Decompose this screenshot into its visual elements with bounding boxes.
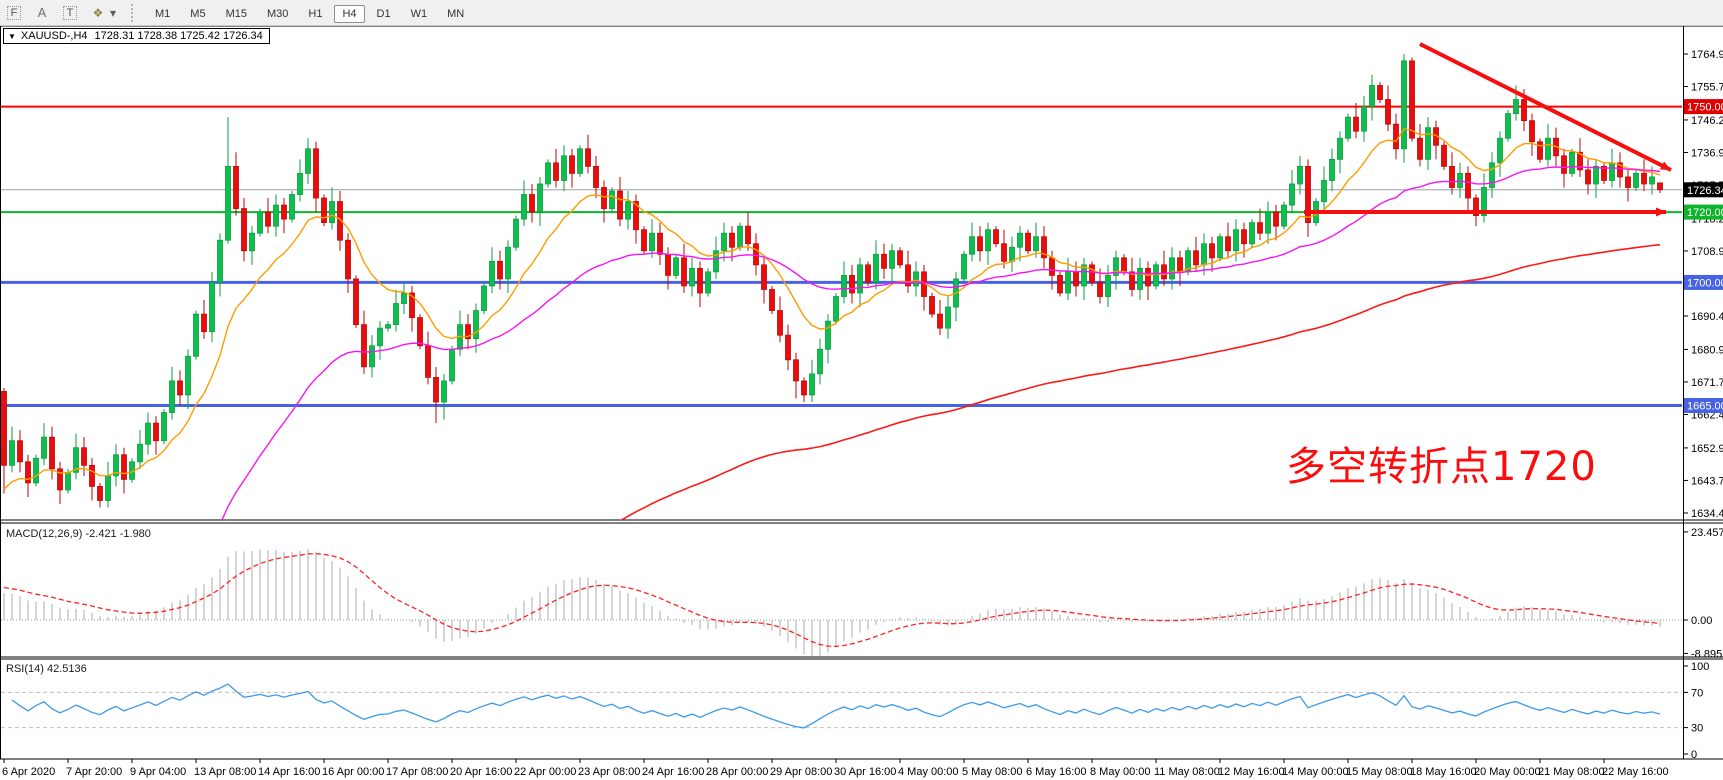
svg-text:29 Apr 08:00: 29 Apr 08:00 <box>770 766 832 778</box>
svg-text:6 Apr 2020: 6 Apr 2020 <box>2 766 55 778</box>
svg-text:1750.00: 1750.00 <box>1687 102 1723 114</box>
text-box-icon[interactable]: T <box>59 3 81 22</box>
grid-f-icon[interactable]: F <box>3 3 25 22</box>
timeframe-button-m5[interactable]: M5 <box>190 7 206 20</box>
svg-text:0: 0 <box>1691 749 1697 761</box>
timeframe-button-m1[interactable]: M1 <box>155 7 171 20</box>
svg-text:1764.95: 1764.95 <box>1691 49 1723 61</box>
svg-text:1652.95: 1652.95 <box>1691 443 1723 455</box>
svg-text:18 May 16:00: 18 May 16:00 <box>1410 766 1477 778</box>
svg-text:15 May 08:00: 15 May 08:00 <box>1346 766 1413 778</box>
timeframe-button-h4[interactable]: H4 <box>334 4 365 23</box>
svg-text:1708.95: 1708.95 <box>1691 246 1723 258</box>
svg-text:13 Apr 08:00: 13 Apr 08:00 <box>194 766 256 778</box>
timeframe-button-mn[interactable]: MN <box>447 7 465 20</box>
svg-text:20 May 00:00: 20 May 00:00 <box>1474 766 1541 778</box>
svg-text:21 May 08:00: 21 May 08:00 <box>1538 766 1605 778</box>
svg-text:24 Apr 16:00: 24 Apr 16:00 <box>642 766 704 778</box>
svg-text:1634.45: 1634.45 <box>1691 508 1723 520</box>
svg-text:22 Apr 00:00: 22 Apr 00:00 <box>514 766 576 778</box>
svg-text:7 Apr 20:00: 7 Apr 20:00 <box>66 766 122 778</box>
svg-text:1680.95: 1680.95 <box>1691 344 1723 356</box>
chart-area[interactable]: 1764.951755.701746.201736.951727.701718.… <box>0 26 1723 780</box>
toolbar-separator <box>131 3 139 22</box>
timeframe-button-h1[interactable]: H1 <box>308 7 323 20</box>
timeframe-button-m15[interactable]: M15 <box>225 7 247 20</box>
svg-text:8 May 00:00: 8 May 00:00 <box>1090 766 1151 778</box>
svg-text:12 May 16:00: 12 May 16:00 <box>1218 766 1285 778</box>
svg-text:23 Apr 08:00: 23 Apr 08:00 <box>578 766 640 778</box>
letter-a-icon[interactable]: A <box>37 5 47 20</box>
ohlc-values-label: 1728.31 1728.38 1725.42 1726.34 <box>94 30 263 42</box>
svg-text:1665.00: 1665.00 <box>1687 401 1723 413</box>
svg-text:17 Apr 08:00: 17 Apr 08:00 <box>386 766 448 778</box>
chinese-annotation-text: 多空转折点1720 <box>1286 444 1597 490</box>
price-chart-svg[interactable]: 1764.951755.701746.201736.951727.701718.… <box>0 26 1723 780</box>
svg-text:1726.34: 1726.34 <box>1687 185 1723 197</box>
svg-text:1643.70: 1643.70 <box>1691 475 1723 487</box>
svg-text:6 May 16:00: 6 May 16:00 <box>1026 766 1087 778</box>
timeframe-button-d1[interactable]: D1 <box>376 7 391 20</box>
svg-text:1700.00: 1700.00 <box>1687 277 1723 289</box>
svg-text:28 Apr 00:00: 28 Apr 00:00 <box>706 766 768 778</box>
svg-text:4 May 00:00: 4 May 00:00 <box>898 766 959 778</box>
svg-text:1746.20: 1746.20 <box>1691 115 1723 127</box>
svg-text:1720.00: 1720.00 <box>1687 207 1723 219</box>
svg-text:9 Apr 04:00: 9 Apr 04:00 <box>130 766 186 778</box>
svg-text:5 May 08:00: 5 May 08:00 <box>962 766 1023 778</box>
shapes-icon[interactable]: ❖ <box>92 5 104 20</box>
svg-text:30: 30 <box>1691 723 1703 735</box>
svg-text:30 Apr 16:00: 30 Apr 16:00 <box>834 766 896 778</box>
svg-text:1755.70: 1755.70 <box>1691 82 1723 94</box>
svg-text:1690.45: 1690.45 <box>1691 311 1723 323</box>
svg-text:100: 100 <box>1691 661 1709 673</box>
svg-text:23.457: 23.457 <box>1691 527 1723 539</box>
timeframe-button-m30[interactable]: M30 <box>266 7 289 20</box>
dropdown-caret-icon[interactable]: ▾ <box>109 5 117 20</box>
svg-text:11 May 08:00: 11 May 08:00 <box>1154 766 1220 778</box>
timeframe-button-w1[interactable]: W1 <box>410 7 428 20</box>
toolbar: F A T ❖ ▾ M1 M5 M15 M30 H1 H4 D1 W1 MN <box>0 0 1723 26</box>
svg-text:20 Apr 16:00: 20 Apr 16:00 <box>450 766 512 778</box>
svg-text:-8.895: -8.895 <box>1691 648 1722 660</box>
svg-text:1736.95: 1736.95 <box>1691 147 1723 159</box>
svg-text:16 Apr 00:00: 16 Apr 00:00 <box>322 766 384 778</box>
chart-title-box: ▼ XAUUSD-,H4 1728.31 1728.38 1725.42 172… <box>3 28 270 44</box>
svg-text:22 May 16:00: 22 May 16:00 <box>1602 766 1669 778</box>
timeframe-buttons: M1 M5 M15 M30 H1 H4 D1 W1 MN <box>145 4 474 23</box>
collapse-triangle-icon[interactable]: ▼ <box>8 31 16 41</box>
symbol-period-label: XAUUSD-,H4 <box>20 30 88 42</box>
rsi-indicator-label: RSI(14) 42.5136 <box>6 663 87 675</box>
svg-text:14 Apr 16:00: 14 Apr 16:00 <box>258 766 320 778</box>
macd-indicator-label: MACD(12,26,9) -2.421 -1.980 <box>6 528 151 540</box>
svg-text:1671.70: 1671.70 <box>1691 377 1723 389</box>
svg-text:70: 70 <box>1691 687 1703 699</box>
svg-text:14 May 00:00: 14 May 00:00 <box>1282 766 1349 778</box>
svg-text:0.00: 0.00 <box>1691 615 1712 627</box>
